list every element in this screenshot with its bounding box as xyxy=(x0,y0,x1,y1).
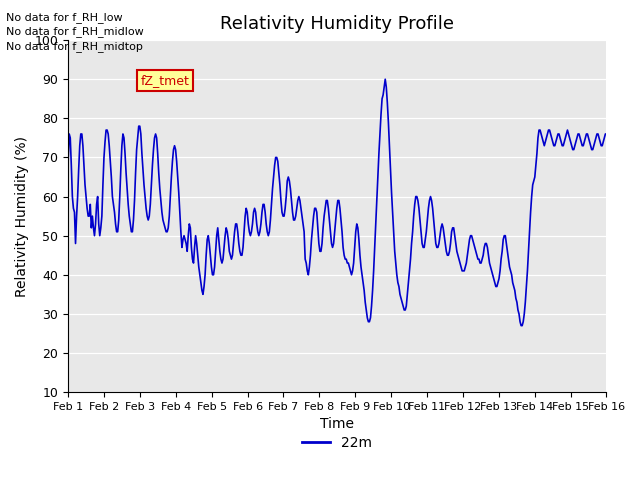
Title: Relativity Humidity Profile: Relativity Humidity Profile xyxy=(220,15,454,33)
Text: No data for f_RH_midtop: No data for f_RH_midtop xyxy=(6,41,143,52)
Text: No data for f_RH_low: No data for f_RH_low xyxy=(6,12,123,23)
Y-axis label: Relativity Humidity (%): Relativity Humidity (%) xyxy=(15,136,29,297)
Text: fZ_tmet: fZ_tmet xyxy=(141,74,189,87)
Text: No data for f_RH_midlow: No data for f_RH_midlow xyxy=(6,26,144,37)
X-axis label: Time: Time xyxy=(320,418,355,432)
Legend: 22m: 22m xyxy=(297,431,378,456)
